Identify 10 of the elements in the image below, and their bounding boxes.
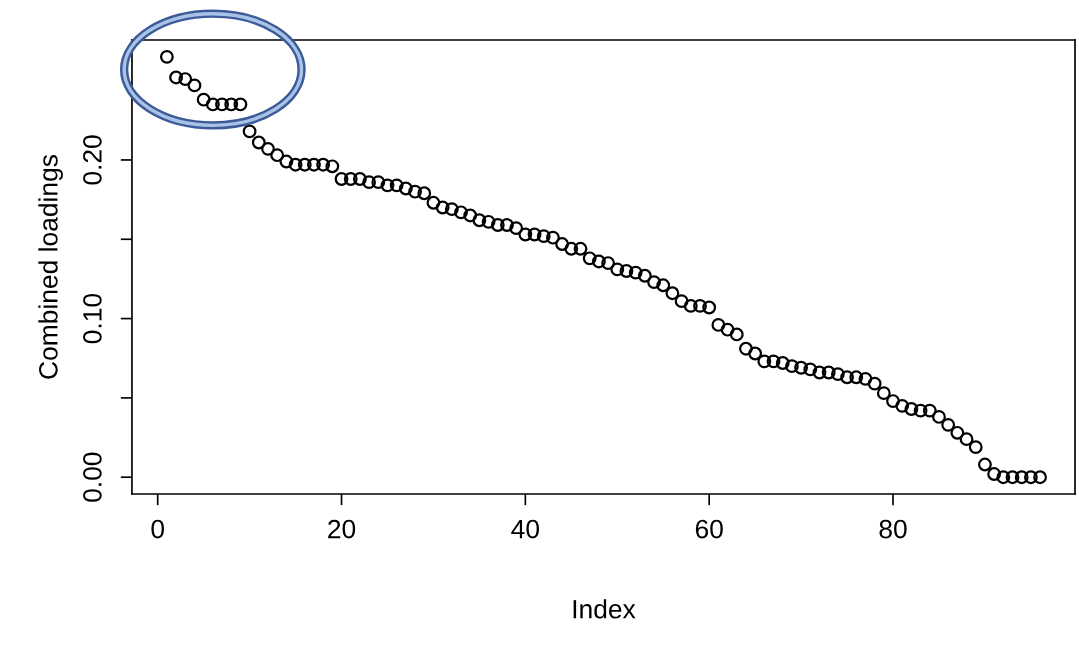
x-tick-label: 20: [328, 519, 356, 539]
x-tick-label: 0: [151, 519, 164, 539]
y-tick-label: 0.20: [83, 135, 102, 185]
x-tick-label: 40: [511, 519, 539, 539]
y-axis-title: Combined loadings: [38, 155, 63, 379]
y-tick-label: 0.00: [83, 452, 102, 502]
x-tick-label: 80: [879, 519, 907, 539]
x-tick-label: 60: [695, 519, 723, 539]
x-axis-title: Index: [573, 599, 636, 619]
y-tick-label: 0.10: [83, 293, 102, 344]
